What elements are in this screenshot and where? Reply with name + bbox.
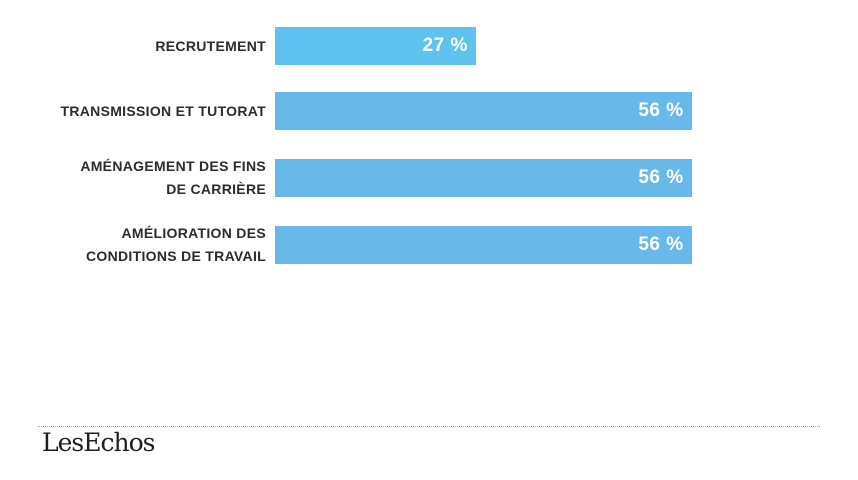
category-label: RECRUTEMENT: [155, 37, 266, 54]
bar: 56 %: [275, 226, 692, 264]
category-label: AMÉLIORATION DES CONDITIONS DE TRAVAIL: [85, 225, 266, 264]
bar: 56 %: [275, 159, 692, 197]
category-label: AMÉNAGEMENT DES FINS DE CARRIÈRE: [80, 158, 266, 197]
bar-chart: RECRUTEMENT 27 % TRANSMISSION ET TUTORAT 56…: [60, 27, 692, 264]
category-label: TRANSMISSION ET TUTORAT: [60, 102, 266, 119]
bar-value-label: 56 %: [638, 234, 684, 255]
bar-value-label: 56 %: [638, 167, 684, 188]
bar-value-label: 27 %: [422, 35, 468, 56]
footer-divider: [37, 426, 820, 427]
bar: 27 %: [275, 27, 476, 65]
bar: 56 %: [275, 92, 692, 130]
bar-value-label: 56 %: [638, 100, 684, 121]
les-echos-logo: LesEchos: [42, 428, 155, 457]
